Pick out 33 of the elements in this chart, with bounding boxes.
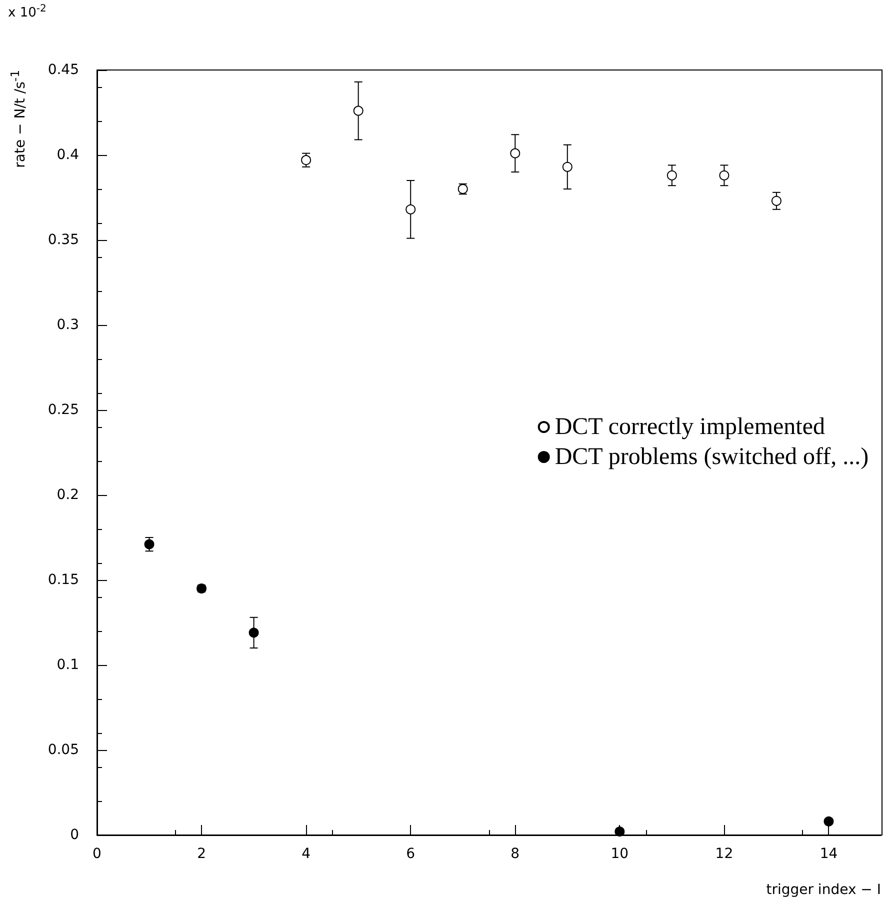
y-tick-label: 0.45	[48, 62, 79, 78]
point	[248, 628, 259, 638]
x-tick-label: 12	[715, 846, 734, 862]
point	[301, 155, 312, 166]
legend-label: DCT problems (switched off, ...)	[554, 444, 869, 470]
point	[771, 196, 782, 206]
legend-label: DCT correctly implemented	[554, 414, 825, 440]
y-tick-label: 0.35	[48, 232, 79, 248]
x-tick-label: 2	[197, 846, 206, 862]
point	[719, 170, 730, 180]
x-tick-label: 14	[820, 846, 838, 862]
y-tick-label: 0.3	[56, 317, 79, 333]
y-tick-label: 0.15	[48, 572, 79, 588]
point	[406, 204, 416, 214]
point	[562, 162, 572, 172]
y-tick-label: 0.2	[56, 487, 79, 503]
point	[614, 826, 625, 837]
x-tick-label: 6	[406, 846, 416, 862]
x-tick-label: 8	[510, 846, 520, 862]
y-tick-label: 0.1	[56, 657, 79, 673]
point	[666, 170, 677, 180]
x-tick-label: 4	[302, 846, 311, 862]
y-tick-label: 0	[70, 827, 79, 843]
x-tick-label: 10	[610, 846, 629, 862]
point	[824, 816, 834, 826]
y-tick-label: 0.4	[56, 147, 80, 163]
y-tick-label: 0.25	[48, 402, 79, 418]
y-tick-label: 0.05	[48, 742, 79, 758]
x-axis-title: trigger index − I	[766, 882, 881, 898]
point	[510, 148, 520, 158]
point	[353, 106, 364, 116]
point	[144, 539, 154, 550]
x-tick-label: 0	[92, 846, 102, 862]
